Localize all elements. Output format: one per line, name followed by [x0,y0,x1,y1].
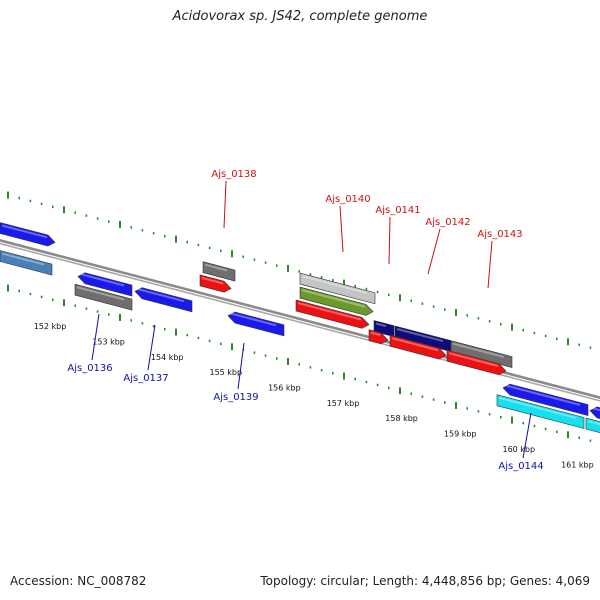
gene-leader-line [388,216,391,265]
gene-feature-highlight [375,322,387,328]
gene-feature-blue [134,287,193,313]
gene-feature-highlight [1,252,45,266]
gene-feature-highlight [391,337,439,352]
gene-feature-highlight [1,224,48,239]
gene-feature-highlight [498,396,577,419]
gene-leader-line [91,313,100,361]
gene-leader-line [237,342,245,390]
gene-feature-highlight [301,289,366,308]
genome-title: Acidovorax sp. JS42, complete genome [172,9,428,24]
gene-label-top: Ajs_0141 [375,205,420,216]
kbp-scale: 152 kbp 153 kbp 154 kbp 155 kbp 156 kbp 157 k… [34,322,594,469]
gene-feature-highlight [229,312,277,327]
gene-feature-highlight [301,275,368,295]
kbp-label: 157 kbp [327,399,360,408]
backbone-line-lower [0,242,600,402]
gene-feature-highlight [448,352,499,367]
gene-feature-cyan [585,417,600,434]
gene-label-top: Ajs_0138 [211,169,256,180]
gene-feature-blue [0,222,56,247]
gene-feature-highlight [136,287,185,303]
gene-label-bottom: Ajs_0137 [123,373,168,384]
kbp-label: 154 kbp [151,353,184,362]
kbp-label: 152 kbp [34,322,67,331]
gene-feature-red [199,274,232,293]
gene-feature-gray [74,283,133,311]
kbp-label: 158 kbp [385,414,418,423]
gene-feature-blue [227,311,285,337]
gene-feature-red [389,334,447,360]
gene-label-top: Ajs_0140 [325,194,370,205]
kbp-label: 156 kbp [268,384,301,393]
kbp-label: 159 kbp [444,430,477,439]
kbp-label: 155 kbp [209,368,242,377]
gene-feature-lightgray [299,272,376,305]
gene-feature-red [368,329,389,345]
gene-feature-highlight [591,407,600,412]
gene-feature-steel [0,250,53,276]
gene-feature-highlight [504,384,581,406]
gene-feature-highlight [76,286,125,301]
gene-feature-highlight [396,328,444,343]
gene-leader-line [223,180,227,229]
gene-label-bottom: Ajs_0136 [67,363,112,374]
gene-leader-line [522,412,532,459]
gene-feature-cyan [496,394,585,429]
tick-row-bottom [7,284,592,442]
gene-leader-line [487,240,493,289]
gene-feature-blue [502,383,589,416]
gene-feature-red [295,299,370,329]
gene-feature-blue [589,406,600,420]
gene-feature-red [446,349,507,376]
gene-feature-highlight [204,263,228,272]
gene-leader-line [339,205,344,253]
gene-feature-highlight [201,276,224,285]
accession-text: Accession: NC_008782 [10,574,147,588]
gene-features [0,222,600,434]
gene-feature-olive [299,286,374,316]
gene-feature-gray [202,261,236,282]
tick-row-top [7,191,592,349]
gene-label-top: Ajs_0142 [425,217,470,228]
gene-feature-blue [77,272,133,297]
gene-feature-gray [450,340,513,369]
kbp-label: 161 kbp [561,460,594,469]
gene-labels: Ajs_0138 Ajs_0140 Ajs_0141 Ajs_0142 Ajs_0143… [67,169,543,472]
gene-feature-highlight [79,272,125,287]
backbone-line-upper [0,239,600,399]
kbp-label: 153 kbp [92,337,125,346]
gene-label-bottom: Ajs_0139 [213,392,258,403]
genome-summary-text: Topology: circular; Length: 4,448,856 bp… [260,574,590,588]
kbp-label: 160 kbp [502,445,535,454]
genome-backbone [0,239,600,402]
gene-label-top: Ajs_0143 [477,229,522,240]
gene-feature-highlight [370,331,381,337]
gene-feature-highlight [452,342,505,359]
gene-label-bottom: Ajs_0144 [498,461,543,472]
gene-feature-highlight [297,302,362,321]
gene-leader-line [147,324,156,371]
gene-leader-line [427,228,441,275]
